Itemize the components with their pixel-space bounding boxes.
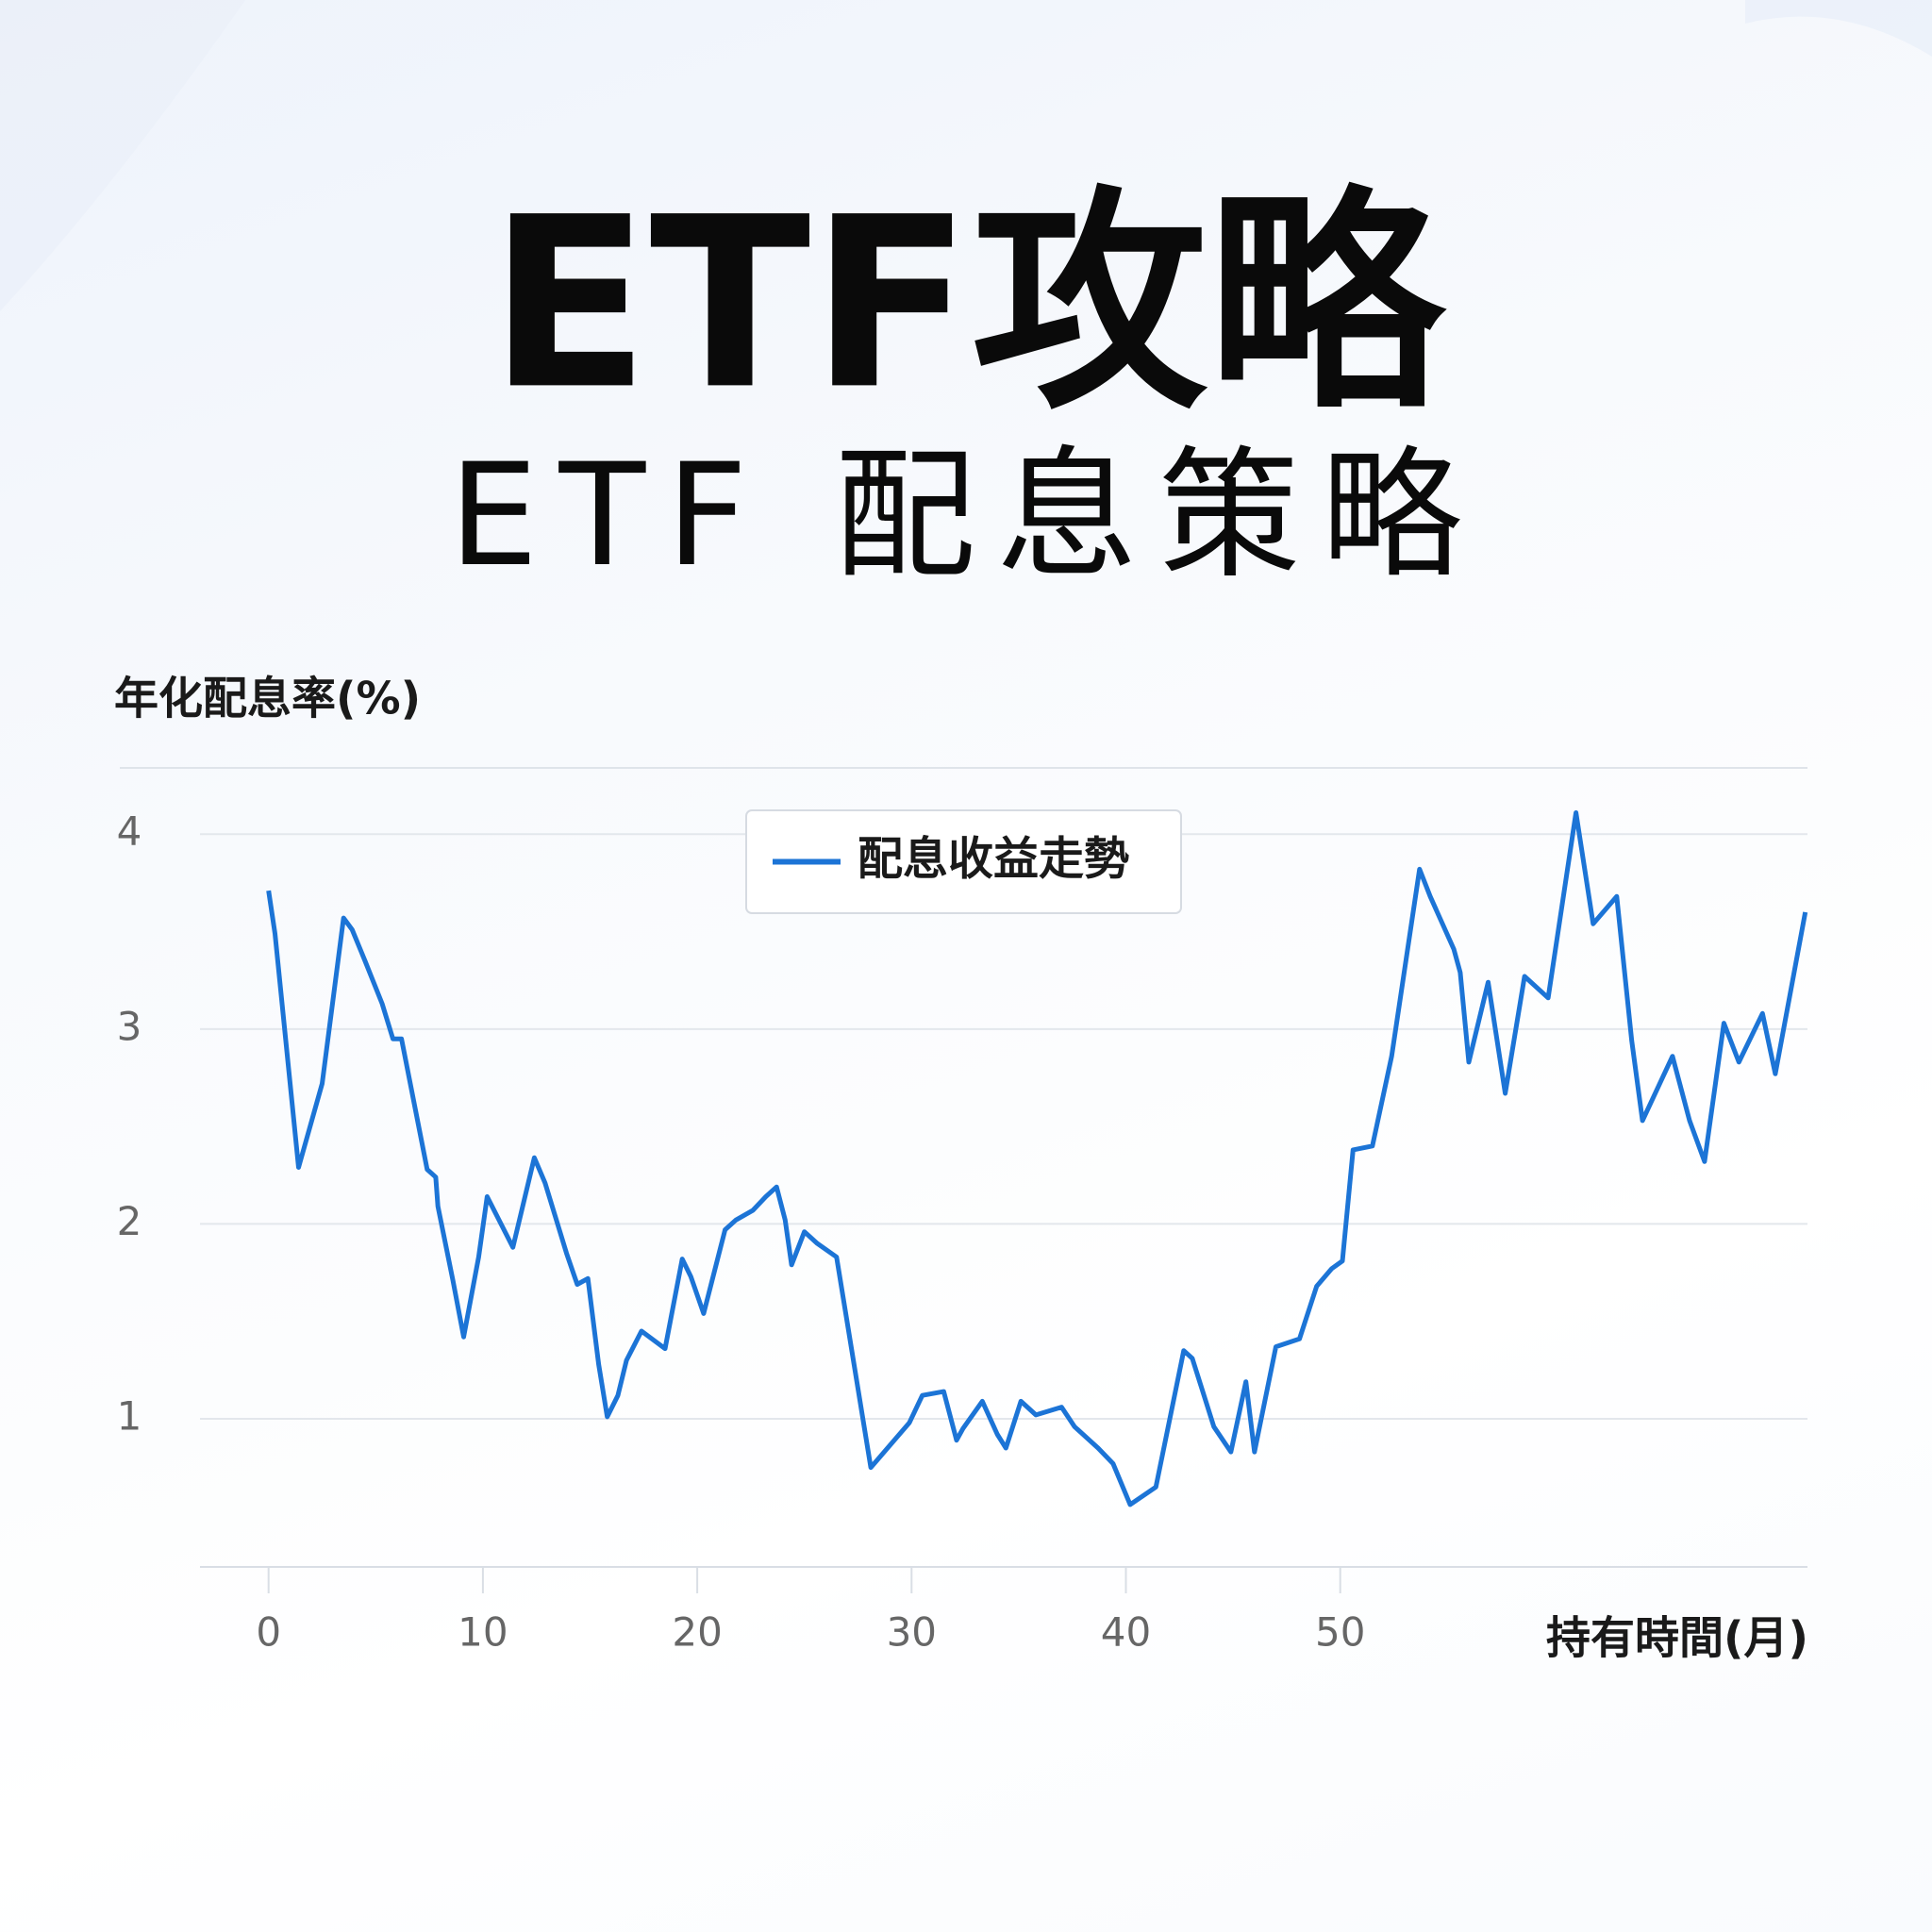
x-tick-label: 40 xyxy=(1101,1609,1151,1656)
x-tick-label: 50 xyxy=(1315,1609,1365,1656)
y-tick-label: 4 xyxy=(117,808,142,855)
chart-title: ETF攻略 xyxy=(489,166,1447,441)
background-shape xyxy=(1745,0,1932,57)
background-shape xyxy=(0,0,245,311)
legend-box xyxy=(745,809,1182,914)
y-axis-title: 年化配息率(%) xyxy=(114,674,421,725)
y-tick-label: 1 xyxy=(117,1392,142,1439)
y-tick-label: 3 xyxy=(117,1003,142,1049)
x-tick-label: 20 xyxy=(672,1609,722,1656)
y-tick-label: 2 xyxy=(117,1198,142,1244)
x-axis-title: 持有時間(月) xyxy=(1546,1613,1808,1665)
x-tick-label: 10 xyxy=(458,1609,508,1656)
data-line xyxy=(266,810,1808,1507)
chart-subtitle: ETF 配息策略 xyxy=(449,434,1483,598)
legend-label: 配息收益走勢 xyxy=(858,833,1129,886)
x-tick-label: 30 xyxy=(887,1609,937,1656)
x-tick-label: 0 xyxy=(256,1609,281,1656)
